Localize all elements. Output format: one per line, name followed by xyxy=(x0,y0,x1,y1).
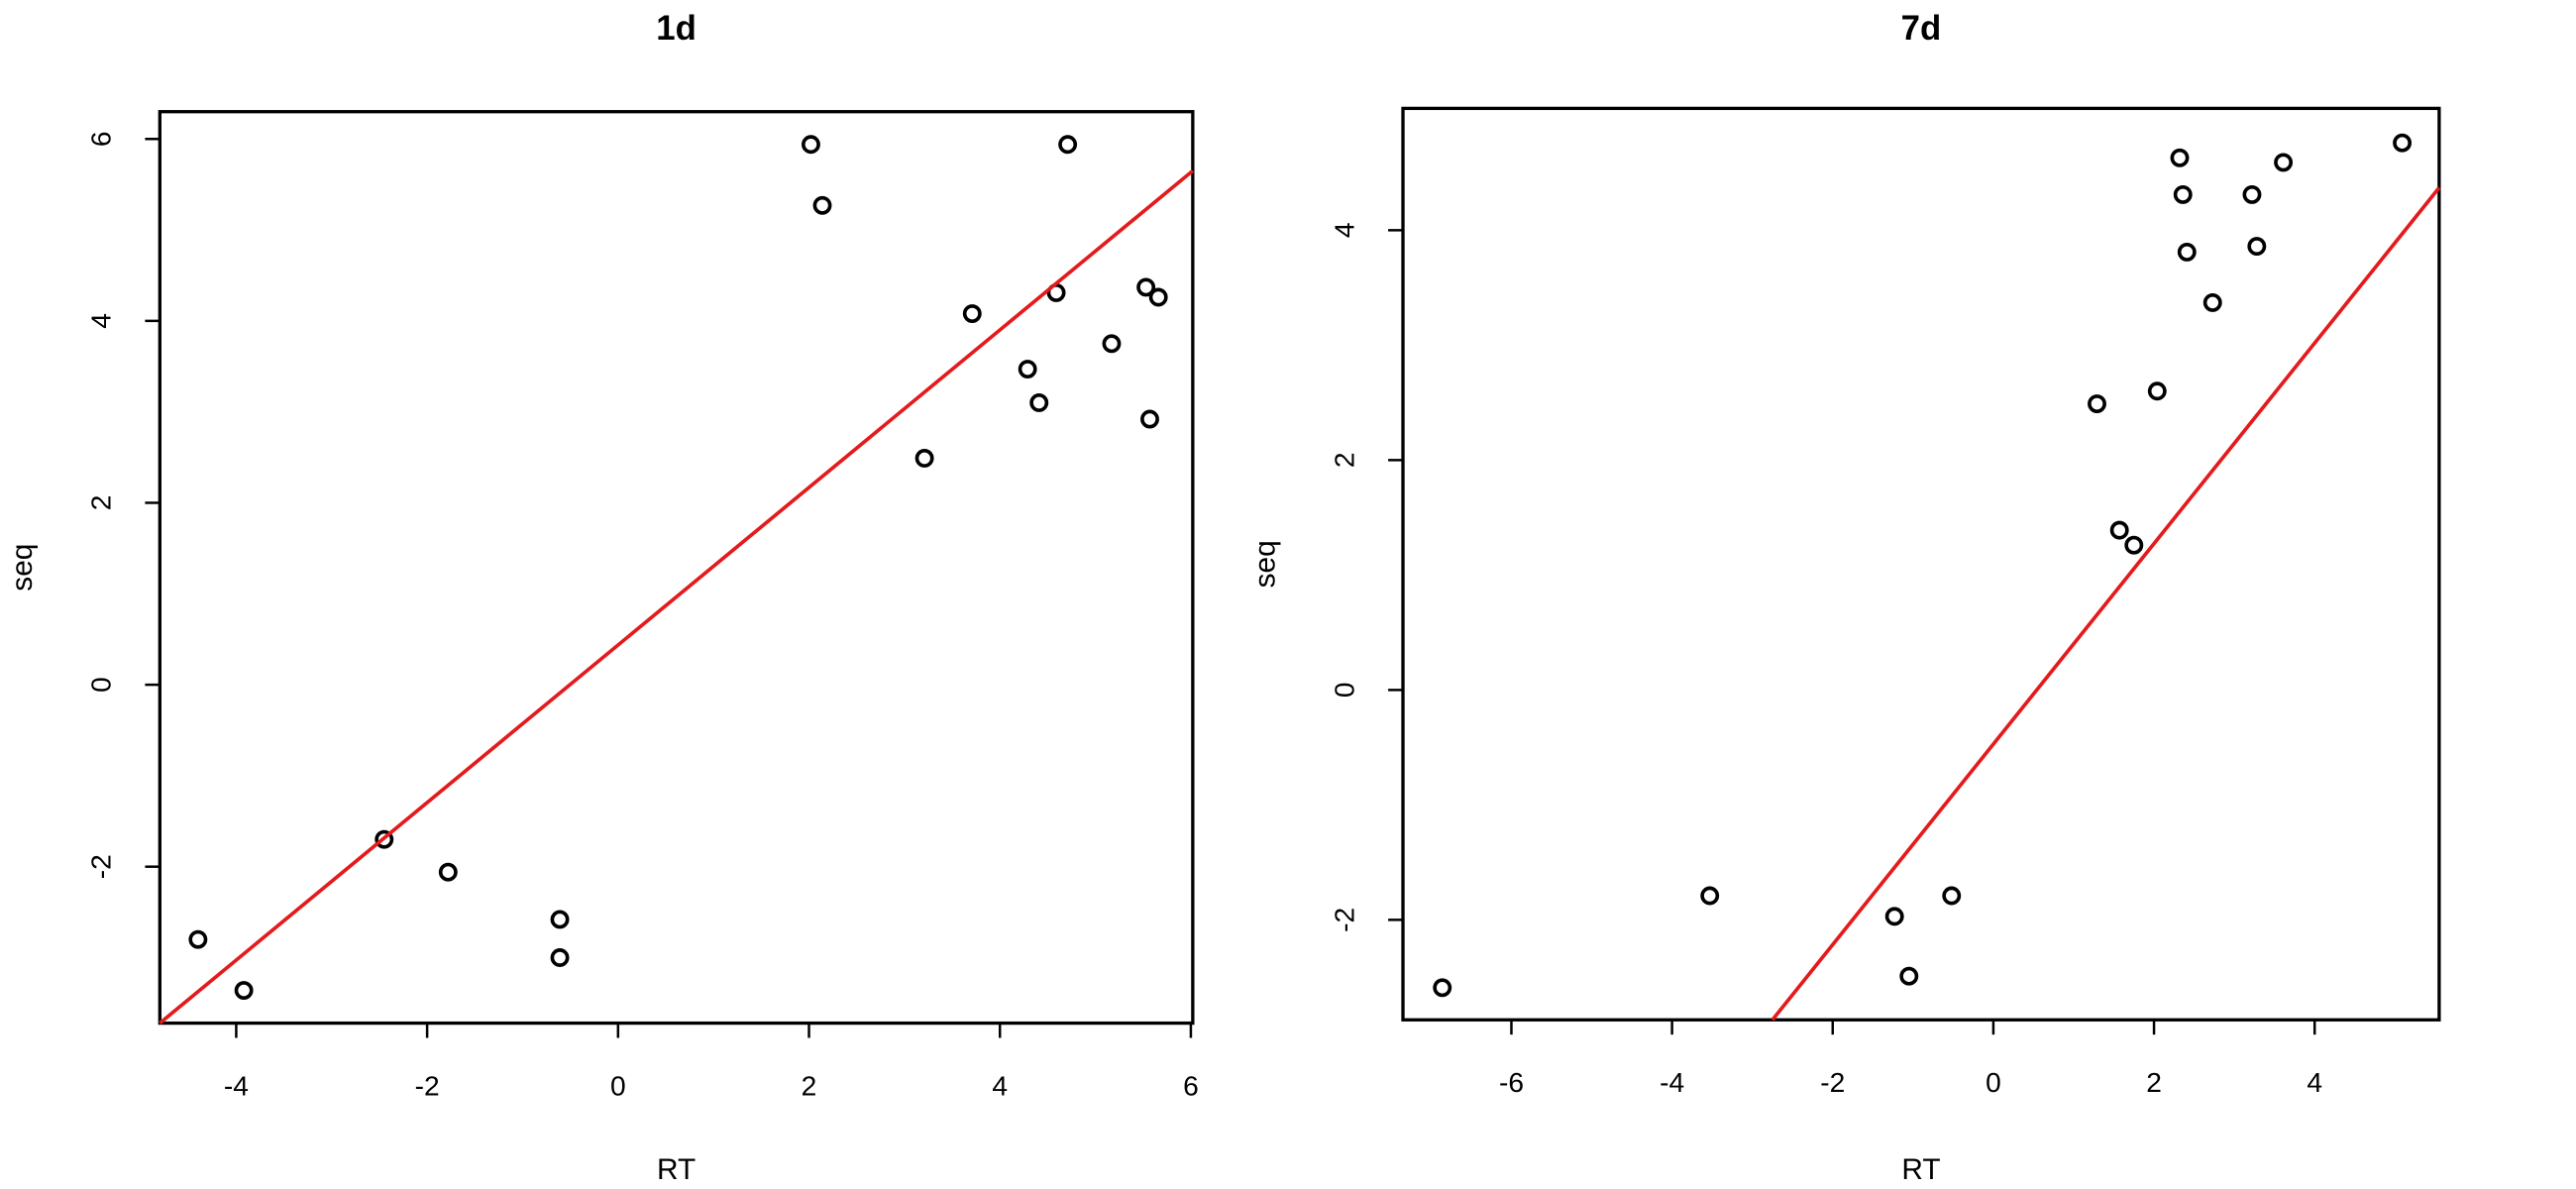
x-tick-label: 0 xyxy=(1986,1066,2001,1098)
point xyxy=(1148,287,1168,307)
point xyxy=(2088,394,2106,413)
plot-box xyxy=(1401,106,2441,1022)
x-tick-label: 0 xyxy=(610,1070,626,1102)
point xyxy=(2202,292,2222,312)
point xyxy=(2147,381,2167,401)
point xyxy=(1018,360,1037,378)
point xyxy=(550,948,570,967)
x-tick-label: 4 xyxy=(2307,1066,2322,1098)
y-tick-label: -2 xyxy=(85,854,117,879)
point xyxy=(2242,184,2262,204)
panel-title: 7d xyxy=(1901,9,1942,48)
point xyxy=(1899,966,1919,986)
y-tick-label: 2 xyxy=(1328,453,1359,469)
point xyxy=(2173,184,2193,204)
y-axis-label: seq xyxy=(1249,540,1282,588)
x-tick-label: -6 xyxy=(1499,1066,1524,1098)
point xyxy=(234,981,254,1000)
y-tick-label: 4 xyxy=(85,313,117,329)
point xyxy=(1942,886,1962,906)
y-tick-label: 2 xyxy=(85,495,117,511)
point xyxy=(1884,907,1904,926)
y-tick-label: 0 xyxy=(1328,683,1359,699)
point xyxy=(1058,135,1078,155)
y-tick-label: 6 xyxy=(85,131,117,147)
x-axis-label: RT xyxy=(657,1153,696,1186)
point xyxy=(1102,334,1122,354)
point xyxy=(550,910,570,929)
y-axis-label: seq xyxy=(6,544,39,592)
point xyxy=(375,829,394,849)
x-tick-label: 6 xyxy=(1183,1070,1199,1102)
point xyxy=(2170,148,2190,167)
x-tick-label: 4 xyxy=(992,1070,1008,1102)
point xyxy=(962,304,982,323)
point xyxy=(1029,393,1049,412)
y-tick-label: -2 xyxy=(1328,908,1359,932)
y-tick-label: 0 xyxy=(85,677,117,693)
point xyxy=(2124,535,2144,555)
x-tick-label: -4 xyxy=(1660,1066,1684,1098)
point xyxy=(2177,242,2197,262)
x-tick-label: 2 xyxy=(2146,1066,2162,1098)
point xyxy=(188,929,208,949)
point xyxy=(802,135,820,155)
fit-line xyxy=(159,168,1195,1026)
point xyxy=(2393,133,2413,153)
plot-box xyxy=(158,110,1195,1026)
point xyxy=(2109,520,2129,540)
point xyxy=(2247,237,2267,257)
point xyxy=(438,862,458,882)
fit-line xyxy=(1771,186,2441,1022)
point xyxy=(914,449,934,468)
y-tick-label: 4 xyxy=(1328,223,1359,239)
point xyxy=(812,195,832,215)
x-tick-label: -2 xyxy=(1820,1066,1845,1098)
point xyxy=(1700,886,1720,906)
point xyxy=(2274,153,2294,172)
x-tick-label: -2 xyxy=(415,1070,440,1102)
panel-title: 1d xyxy=(656,9,697,48)
x-tick-label: 2 xyxy=(802,1070,817,1102)
point xyxy=(1433,978,1452,998)
x-axis-label: RT xyxy=(1901,1153,1940,1186)
point xyxy=(1136,277,1156,297)
x-tick-label: -4 xyxy=(224,1070,249,1102)
point xyxy=(1140,409,1159,429)
